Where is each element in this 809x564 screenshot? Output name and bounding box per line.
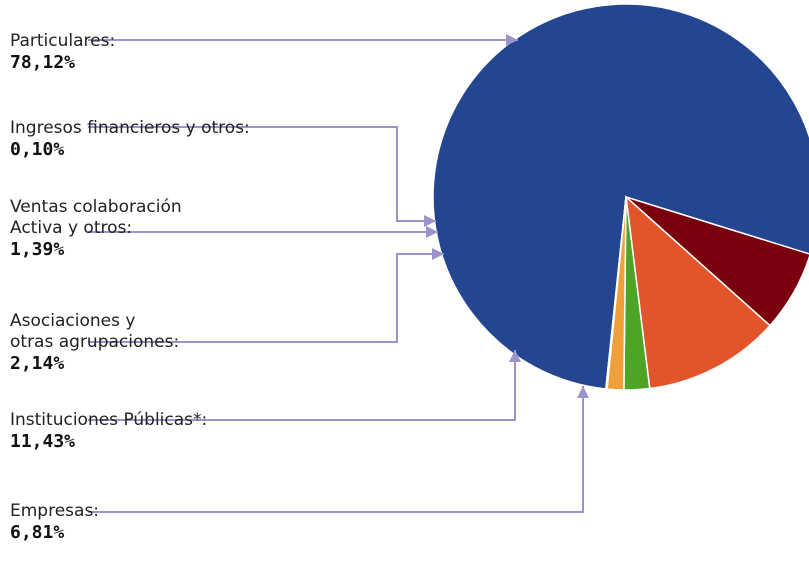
- connector-arrow-0: [506, 34, 518, 46]
- label-particulares-value: 78,12%: [10, 52, 76, 73]
- label-empresas: Empresas: 6,81%: [10, 480, 99, 564]
- label-ingresos: Ingresos financieros y otros: 0,10%: [10, 97, 250, 181]
- label-ventas-value: 1,39%: [10, 239, 65, 260]
- pie-chart: [88, 3, 809, 513]
- label-ingresos-value: 0,10%: [10, 139, 65, 160]
- label-instituciones-text: Instituciones Públicas*:: [10, 410, 208, 430]
- label-empresas-value: 6,81%: [10, 522, 65, 543]
- pie-slices: [432, 3, 809, 391]
- connector-arrow-2: [426, 226, 438, 238]
- label-ventas-text: Ventas colaboración Activa y otros:: [10, 197, 182, 238]
- label-asociaciones-text: Asociaciones y otras agrupaciones:: [10, 311, 180, 352]
- connector-line-4: [88, 350, 516, 421]
- pie-slice-0: [432, 3, 809, 390]
- connector-arrow-5: [577, 386, 589, 398]
- pie-slice-4: [625, 195, 771, 390]
- connector-line-3: [88, 253, 444, 343]
- connector-line-1: [88, 126, 436, 222]
- label-particulares-text: Particulares:: [10, 31, 116, 51]
- label-ventas: Ventas colaboración Activa y otros: 1,39…: [10, 176, 182, 281]
- label-asociaciones: Asociaciones y otras agrupaciones: 2,14%: [10, 290, 179, 395]
- connector-arrow-4: [509, 350, 521, 362]
- label-instituciones: Instituciones Públicas*: 11,43%: [10, 389, 207, 473]
- label-empresas-text: Empresas:: [10, 501, 100, 521]
- pie-slice-1: [605, 196, 627, 390]
- label-ingresos-text: Ingresos financieros y otros:: [10, 118, 250, 138]
- connector-line-5: [88, 386, 584, 513]
- label-particulares: Particulares: 78,12%: [10, 10, 115, 94]
- connector-lines: [88, 34, 589, 513]
- connector-arrow-1: [424, 215, 436, 227]
- label-instituciones-value: 11,43%: [10, 431, 76, 452]
- label-asociaciones-value: 2,14%: [10, 353, 65, 374]
- connector-arrow-3: [432, 248, 444, 260]
